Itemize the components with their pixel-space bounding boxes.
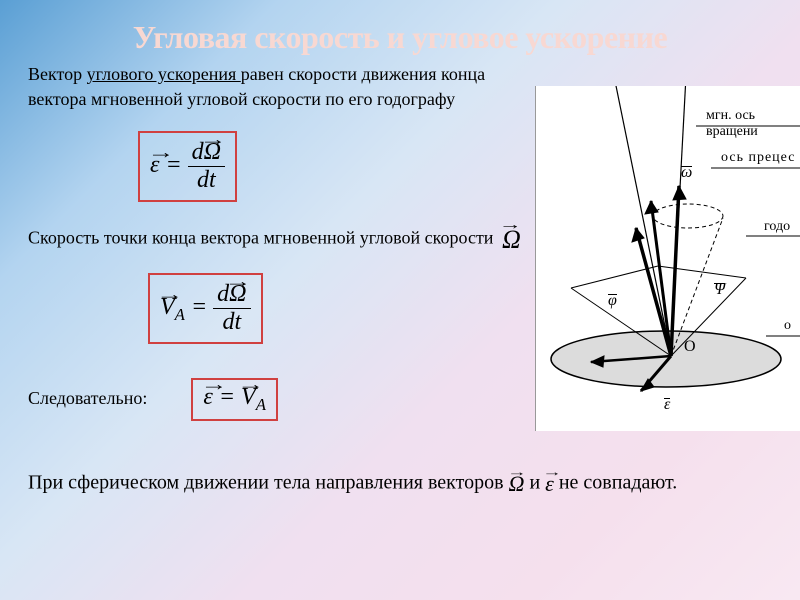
rotation-diagram: мгн. ось вращени ось прецес годо о ω φ Ψ… [535, 86, 800, 431]
para4-eps: ε [545, 469, 554, 499]
formula3-rhs: V [241, 384, 256, 411]
formula1-num-omega: Ω [204, 139, 221, 166]
para4-omega: Ω [509, 469, 525, 499]
diagram-sym-omega: ω [681, 164, 692, 182]
para4-suffix: не совпадают. [559, 471, 677, 493]
diagram-sym-origin: O [684, 338, 696, 356]
formula2-den: dt [213, 309, 250, 336]
instant-axis-line [614, 86, 671, 356]
para1-prefix: Вектор [28, 64, 87, 84]
formula2-num-omega: Ω [229, 281, 246, 308]
formula3-sub: A [256, 395, 266, 414]
paragraph-3: Следовательно: [28, 388, 147, 408]
diagram-label-3: годо [764, 219, 790, 235]
formula1-den: dt [188, 167, 225, 194]
formula1-lhs: ε [150, 152, 159, 179]
diagram-sym-psi: Ψ [714, 281, 725, 299]
arrowhead-icon [645, 201, 658, 214]
arrowhead-icon [632, 228, 644, 242]
formula-1: ε = dΩ dt [138, 131, 237, 202]
paragraph-2: Скорость точки конца вектора мгновенной … [28, 222, 528, 257]
formula-2: VA = dΩ dt [148, 273, 263, 344]
para2-omega-symbol: Ω [502, 222, 521, 257]
diagram-sym-phi: φ [608, 292, 617, 310]
diagram-sym-eps: ε [664, 396, 670, 414]
arrowhead-icon [673, 186, 686, 200]
paragraph-4: При сферическом движении тела направлени… [28, 469, 772, 499]
formula3-lhs: ε [203, 384, 212, 411]
formula2-sub: A [175, 305, 185, 324]
para1-underlined: углового ускорения [87, 64, 241, 84]
equals-icon: = [191, 294, 213, 320]
page-title: Угловая скорость и угловое ускорение [28, 18, 772, 56]
para2-text: Скорость точки конца вектора мгновенной … [28, 228, 493, 248]
diagram-label-1: мгн. ось вращени [706, 108, 800, 140]
diagram-label-2: ось прецес [721, 150, 795, 166]
formula2-lhs: V [160, 294, 175, 321]
formula3-V: V [241, 384, 256, 410]
formula-3: ε = VA [191, 378, 278, 421]
diagram-label-axis-o: о [784, 318, 791, 334]
formula2-V: V [160, 294, 175, 320]
paragraph-1: Вектор углового ускорения равен скорости… [28, 62, 528, 111]
para4-prefix: При сферическом движении тела направлени… [28, 471, 509, 493]
